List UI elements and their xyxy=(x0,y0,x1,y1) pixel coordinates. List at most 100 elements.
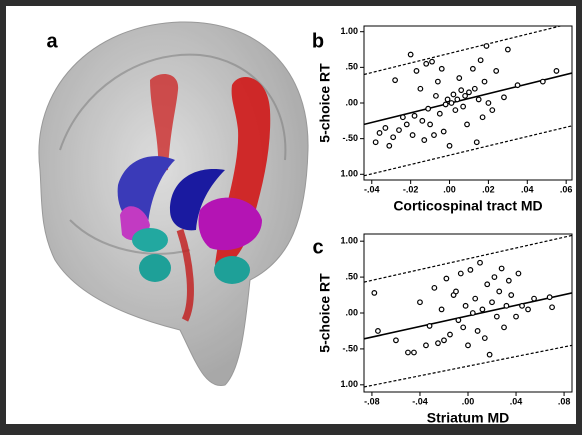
y-tick-label: 1.00 xyxy=(340,26,358,36)
data-point xyxy=(452,107,459,114)
data-point xyxy=(466,89,472,96)
data-point xyxy=(469,310,476,316)
data-point xyxy=(433,92,439,99)
data-point xyxy=(493,68,500,74)
data-point xyxy=(462,92,468,99)
x-tick-label: .00 xyxy=(462,396,475,406)
x-tick-label: .00 xyxy=(443,184,456,194)
data-point xyxy=(442,101,449,108)
data-point xyxy=(438,65,445,72)
data-point xyxy=(429,58,435,65)
x-tick-label: .08 xyxy=(558,396,571,406)
data-point xyxy=(393,337,399,344)
fit-line xyxy=(364,292,572,340)
data-point xyxy=(486,351,493,358)
y-axis-title: 5-choice RT xyxy=(317,63,333,143)
plot-area xyxy=(364,26,572,177)
data-point xyxy=(483,43,490,49)
data-point xyxy=(382,125,389,131)
cerebellum-left xyxy=(139,254,171,282)
data-point xyxy=(484,281,491,288)
data-point xyxy=(508,292,515,298)
brain-render xyxy=(38,21,309,386)
x-tick-label: -.04 xyxy=(412,396,428,406)
y-tick-label: .50 xyxy=(345,271,358,281)
brain-fold xyxy=(59,53,287,161)
data-point xyxy=(475,96,482,103)
data-point xyxy=(481,78,488,85)
data-point xyxy=(519,302,525,309)
data-point xyxy=(431,132,437,138)
y-tick-label: .50 xyxy=(345,62,358,72)
data-point xyxy=(421,137,428,143)
data-point xyxy=(375,328,381,334)
data-point xyxy=(501,94,507,101)
data-point xyxy=(454,96,461,103)
y-tick-label: .00 xyxy=(345,307,358,317)
data-point xyxy=(491,274,498,280)
data-point xyxy=(435,340,441,347)
data-point xyxy=(450,91,457,98)
x-axis-title: Striatum MD xyxy=(427,410,509,426)
data-point xyxy=(425,105,432,112)
x-tick-label: .02 xyxy=(482,184,495,194)
data-point xyxy=(417,299,423,306)
data-point xyxy=(525,306,531,313)
data-point xyxy=(549,304,555,311)
data-point xyxy=(438,306,445,313)
thalamus-left xyxy=(132,228,168,252)
x-tick-label: -.04 xyxy=(364,184,380,194)
data-point xyxy=(485,100,492,106)
data-point xyxy=(462,302,469,309)
brain-fold xyxy=(69,219,191,255)
data-point xyxy=(498,265,505,272)
data-point xyxy=(531,295,537,302)
data-point xyxy=(411,112,418,119)
plot-frame xyxy=(363,25,573,181)
data-point xyxy=(477,57,484,64)
caudate-right xyxy=(170,169,225,231)
data-point xyxy=(411,349,417,356)
data-point xyxy=(501,324,507,331)
data-point xyxy=(489,299,495,306)
data-point xyxy=(469,65,476,72)
x-tick-label: .04 xyxy=(510,396,523,406)
data-point xyxy=(513,313,519,320)
data-point xyxy=(413,68,420,74)
panel-label: a xyxy=(46,30,58,52)
data-point xyxy=(481,335,488,342)
data-point xyxy=(419,117,426,124)
data-point xyxy=(446,142,453,149)
x-axis-title: Corticospinal tract MD xyxy=(393,198,542,214)
data-point xyxy=(539,78,546,85)
data-point xyxy=(423,342,429,349)
tract-stem xyxy=(176,228,194,322)
x-tick-label: .04 xyxy=(521,184,534,194)
interval-line xyxy=(364,234,572,283)
x-tick-label: -.08 xyxy=(364,396,380,406)
data-point xyxy=(453,288,459,295)
data-point xyxy=(505,277,512,284)
data-point xyxy=(436,110,443,117)
data-point xyxy=(441,337,447,344)
data-point xyxy=(444,96,451,103)
y-tick-label: .00 xyxy=(345,97,358,107)
data-point xyxy=(473,139,480,146)
data-point xyxy=(392,77,399,84)
interval-line xyxy=(364,125,572,177)
data-point xyxy=(431,284,438,291)
data-point xyxy=(405,349,411,356)
data-point xyxy=(372,139,379,146)
data-point xyxy=(504,46,511,53)
data-point xyxy=(546,294,553,301)
data-point xyxy=(371,289,378,296)
data-point xyxy=(376,130,383,136)
data-point xyxy=(426,323,433,329)
data-point xyxy=(434,78,441,85)
data-point xyxy=(440,128,447,135)
data-point xyxy=(407,51,414,58)
data-point xyxy=(457,270,464,277)
plot-frame xyxy=(363,233,573,393)
y-tick-label: 1.00 xyxy=(340,169,358,179)
panel-label: b xyxy=(312,30,324,52)
